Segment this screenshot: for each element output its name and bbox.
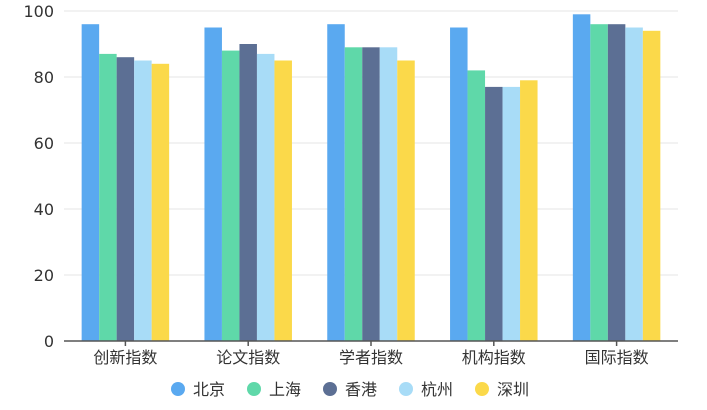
x-tick-label: 国际指数 <box>585 348 649 367</box>
legend-label: 深圳 <box>497 380 529 399</box>
bar <box>572 14 591 342</box>
legend-marker <box>171 382 185 396</box>
bar <box>467 70 486 342</box>
legend-label: 北京 <box>193 380 225 399</box>
y-tick-label: 60 <box>34 134 54 153</box>
legend-label: 香港 <box>345 380 377 399</box>
bar <box>327 24 345 341</box>
x-tick-label: 创新指数 <box>93 348 157 367</box>
bar <box>81 24 100 341</box>
bar <box>99 53 117 342</box>
bar <box>450 27 468 341</box>
legend-marker <box>475 382 489 396</box>
bar <box>134 60 152 341</box>
bar <box>607 24 626 341</box>
y-tick-label: 100 <box>23 2 54 21</box>
legend-marker <box>399 382 413 396</box>
y-tick-label: 0 <box>44 332 54 351</box>
bars <box>81 14 661 342</box>
bar <box>204 27 222 341</box>
bar <box>221 50 240 341</box>
bar <box>642 30 661 342</box>
bar <box>274 60 292 341</box>
bar <box>116 57 135 341</box>
bar <box>151 63 170 342</box>
bar <box>485 86 503 342</box>
bar <box>502 86 521 342</box>
y-tick-label: 80 <box>34 68 54 87</box>
bar <box>379 47 398 342</box>
legend-label: 上海 <box>269 380 301 399</box>
legend-label: 杭州 <box>421 380 453 399</box>
bar <box>625 27 643 341</box>
axes: 0 20 40 60 80 100 创新指数 论文指数 学者指数 机构指数 国际指数 <box>23 2 678 367</box>
x-tick-label: 论文指数 <box>216 348 280 367</box>
bar <box>520 80 538 342</box>
x-tick-label: 学者指数 <box>339 348 403 367</box>
bar <box>590 24 608 341</box>
bar <box>362 47 380 342</box>
y-tick-label: 20 <box>34 266 54 285</box>
legend: 北京 上海 香港 杭州 深圳 <box>171 380 529 399</box>
legend-marker <box>323 382 337 396</box>
bar <box>239 44 257 341</box>
y-tick-label: 40 <box>34 200 54 219</box>
bar <box>344 47 363 342</box>
legend-marker <box>247 382 261 396</box>
x-tick-label: 机构指数 <box>462 348 526 367</box>
bar <box>397 60 415 341</box>
bar <box>256 53 275 342</box>
